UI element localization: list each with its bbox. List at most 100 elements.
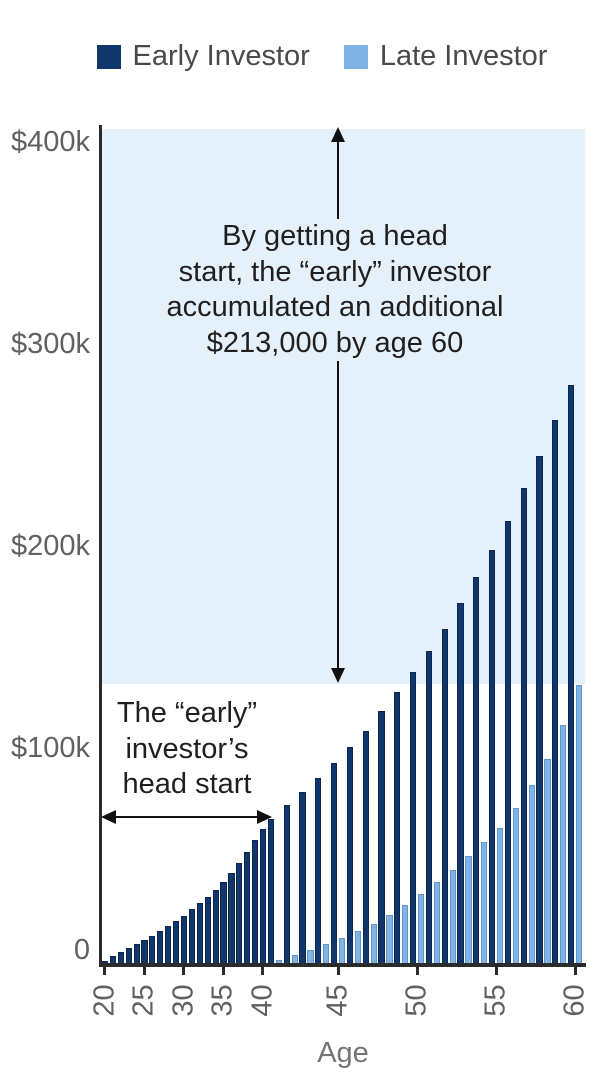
bar-early-age-30 bbox=[180, 915, 188, 965]
bar-early-age-49 bbox=[394, 692, 401, 965]
bar-early-age-51 bbox=[425, 650, 433, 965]
bar-late-age-59 bbox=[560, 724, 567, 965]
y-tick-label: $300k bbox=[10, 328, 90, 360]
bar-late-age-57 bbox=[528, 785, 535, 965]
bar-early-age-60 bbox=[568, 385, 575, 965]
bar-early-age-57 bbox=[520, 488, 527, 965]
gain-annotation: By getting a head start, the “early” inv… bbox=[130, 219, 540, 361]
bar-early-age-22 bbox=[117, 951, 124, 965]
bar-late-age-53 bbox=[465, 855, 472, 965]
early-investor-swatch-icon bbox=[96, 44, 121, 69]
x-tick-label: 45 bbox=[321, 983, 354, 1017]
x-tick-label: 60 bbox=[558, 983, 591, 1017]
x-axis-title: Age bbox=[317, 1037, 369, 1069]
bar-early-age-40 bbox=[259, 828, 267, 965]
bar-early-age-32 bbox=[196, 903, 203, 965]
x-tick-mark bbox=[573, 967, 577, 975]
bar-early-age-20 bbox=[101, 960, 109, 965]
legend-item-late-investor: Late Investor bbox=[343, 40, 548, 73]
bar-late-age-56 bbox=[512, 808, 519, 965]
bar-early-age-58 bbox=[536, 455, 543, 965]
bar-early-age-29 bbox=[173, 920, 180, 965]
x-tick-label: 25 bbox=[127, 983, 160, 1017]
bar-early-age-27 bbox=[157, 930, 164, 965]
y-tick-label: $100k bbox=[10, 732, 90, 764]
bar-early-age-42 bbox=[283, 805, 290, 965]
bar-early-age-37 bbox=[236, 862, 243, 965]
bar-late-age-46 bbox=[354, 930, 361, 965]
arrow-down-icon bbox=[331, 668, 345, 683]
bar-early-age-48 bbox=[378, 711, 385, 965]
bar-early-age-38 bbox=[244, 851, 251, 965]
x-tick-mark bbox=[261, 967, 265, 975]
y-tick-label: $200k bbox=[10, 530, 90, 562]
legend-label-late: Late Investor bbox=[379, 40, 548, 72]
x-tick-label: 55 bbox=[479, 983, 512, 1017]
bar-late-age-54 bbox=[481, 841, 488, 965]
x-tick-mark bbox=[494, 967, 498, 975]
bar-early-age-55 bbox=[489, 549, 496, 965]
x-tick-mark bbox=[182, 967, 186, 975]
x-tick-mark bbox=[336, 967, 340, 975]
vertical-double-arrow bbox=[337, 135, 339, 670]
head-start-annotation: The “early” investor’s head start bbox=[116, 697, 258, 800]
legend-item-early-investor: Early Investor bbox=[96, 40, 310, 73]
x-axis-line bbox=[99, 963, 586, 967]
bar-late-age-45 bbox=[338, 937, 346, 965]
bar-late-age-41 bbox=[275, 959, 282, 965]
x-tick-mark bbox=[142, 967, 146, 975]
bar-early-age-53 bbox=[457, 603, 464, 965]
arrow-up-icon bbox=[331, 127, 345, 142]
bar-late-age-60 bbox=[575, 685, 583, 965]
highlight-region bbox=[102, 129, 585, 684]
x-tick-label: 50 bbox=[400, 983, 433, 1017]
bar-early-age-34 bbox=[212, 890, 219, 965]
bar-early-age-54 bbox=[473, 577, 480, 965]
bar-early-age-41 bbox=[267, 818, 275, 965]
bar-early-age-35 bbox=[220, 882, 227, 965]
bar-early-age-39 bbox=[252, 839, 259, 965]
bar-early-age-56 bbox=[504, 520, 512, 965]
bar-early-age-43 bbox=[299, 792, 306, 965]
x-tick-label: 40 bbox=[246, 983, 279, 1017]
bar-late-age-49 bbox=[402, 905, 409, 965]
bar-late-age-58 bbox=[544, 758, 551, 965]
bar-late-age-44 bbox=[323, 943, 330, 965]
x-tick-label: 35 bbox=[206, 983, 239, 1017]
x-tick-mark bbox=[415, 967, 419, 975]
bar-early-age-50 bbox=[410, 672, 417, 965]
bar-late-age-42 bbox=[291, 954, 298, 965]
legend-label-early: Early Investor bbox=[132, 40, 310, 72]
x-tick-mark bbox=[103, 967, 107, 975]
bar-early-age-31 bbox=[188, 909, 195, 965]
bar-late-age-55 bbox=[496, 827, 504, 965]
bar-late-age-48 bbox=[386, 914, 393, 965]
bar-late-age-47 bbox=[370, 923, 377, 965]
bar-early-age-25 bbox=[141, 939, 148, 965]
late-investor-swatch-icon bbox=[343, 44, 368, 69]
y-tick-label: 0 bbox=[73, 934, 90, 966]
bar-early-age-52 bbox=[441, 628, 448, 965]
y-tick-label: $400k bbox=[10, 126, 90, 158]
bar-late-age-50 bbox=[417, 894, 425, 965]
bar-late-age-51 bbox=[433, 882, 440, 965]
bar-early-age-23 bbox=[125, 947, 132, 965]
legend: Early Investor Late Investor bbox=[0, 40, 600, 73]
bar-early-age-28 bbox=[165, 925, 172, 965]
arrow-left-icon bbox=[101, 810, 116, 824]
bar-early-age-21 bbox=[109, 955, 116, 965]
bar-early-age-45 bbox=[331, 763, 338, 965]
x-tick-label: 30 bbox=[167, 983, 200, 1017]
x-tick-label: 20 bbox=[88, 983, 121, 1017]
bar-early-age-36 bbox=[228, 873, 235, 965]
horizontal-double-arrow bbox=[112, 816, 259, 818]
y-axis-line bbox=[99, 125, 102, 967]
bar-early-age-44 bbox=[315, 778, 322, 965]
bar-early-age-46 bbox=[346, 746, 354, 965]
bar-early-age-24 bbox=[133, 943, 140, 965]
bar-late-age-43 bbox=[307, 949, 314, 965]
bar-late-age-52 bbox=[449, 870, 456, 965]
bar-early-age-59 bbox=[552, 419, 559, 965]
bar-early-age-47 bbox=[362, 730, 369, 965]
